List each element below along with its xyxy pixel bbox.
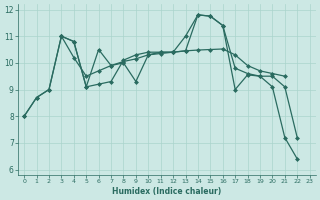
X-axis label: Humidex (Indice chaleur): Humidex (Indice chaleur) [112,187,221,196]
